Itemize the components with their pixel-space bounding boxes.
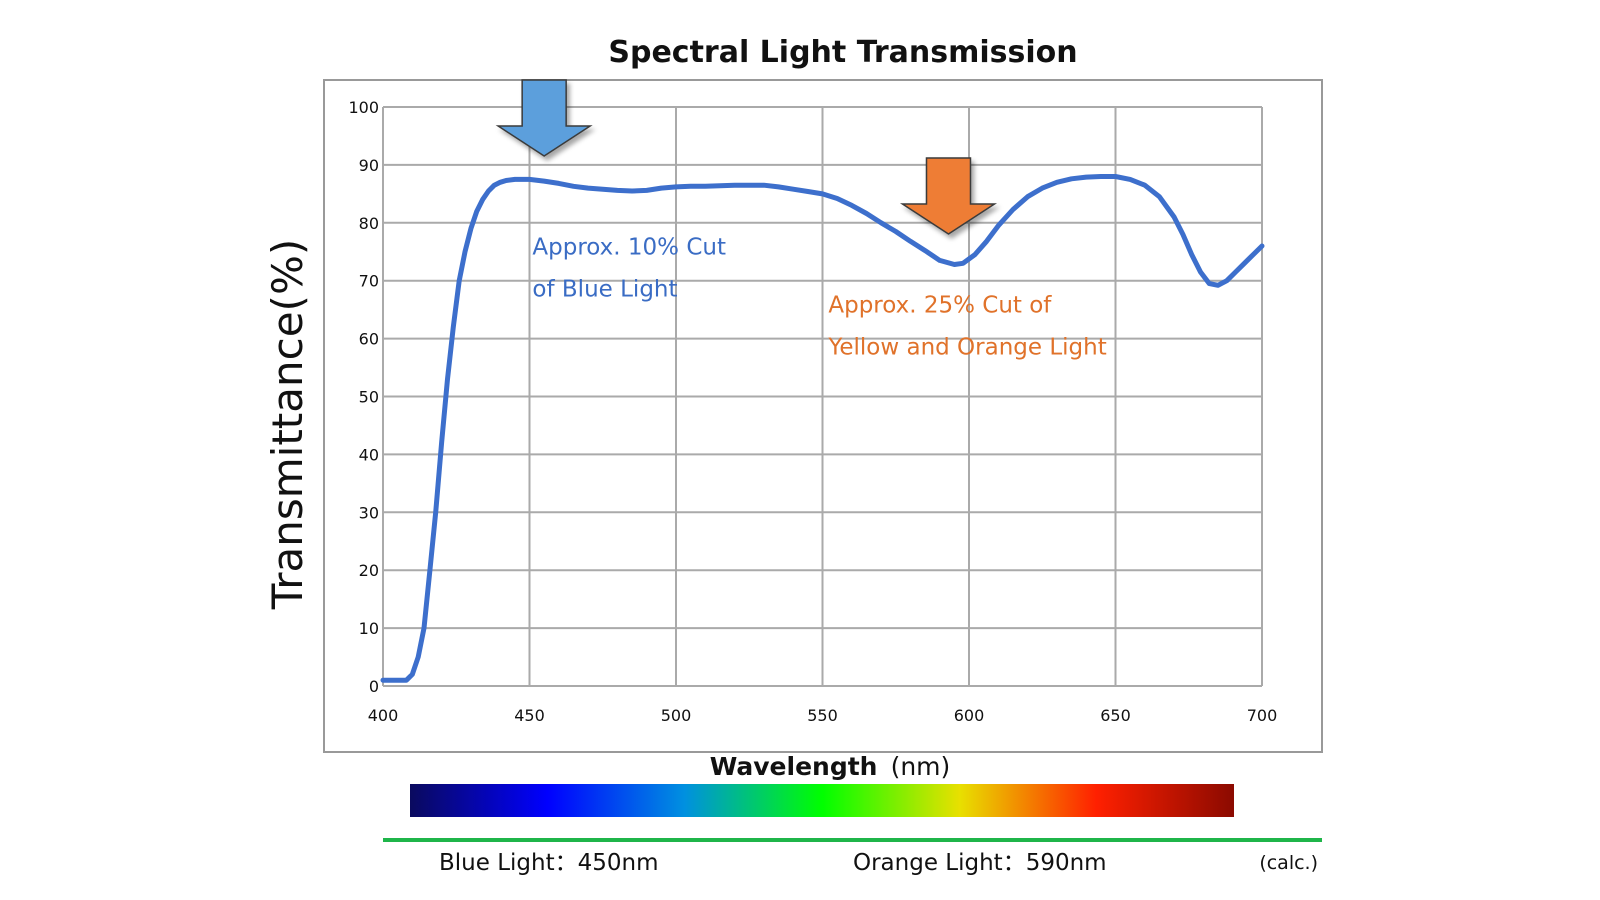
annotation-2-line-2: Yellow and Orange Light — [827, 335, 1106, 361]
x-axis-label-unit: (nm) — [891, 752, 951, 781]
footer-blue-light: Blue Light：450nm — [439, 850, 659, 876]
x-tick-labels: 400 450 500 550 600 650 700 — [368, 706, 1278, 725]
x-tick-label: 650 — [1100, 706, 1131, 725]
y-tick-label: 70 — [359, 272, 379, 291]
grid — [382, 106, 1263, 687]
x-axis-label: Wavelength (nm) — [710, 752, 951, 781]
y-tick-label: 60 — [359, 330, 379, 349]
y-tick-label: 90 — [359, 156, 379, 175]
orange-arrow-icon — [899, 157, 998, 235]
footer-calc-note: (calc.) — [1259, 852, 1318, 874]
x-tick-label: 450 — [514, 706, 545, 725]
transmittance-series-line — [380, 174, 1265, 683]
annotations: Approx. 10% Cut of Blue Light Approx. 25% … — [532, 235, 1106, 361]
y-tick-label: 80 — [359, 214, 379, 233]
annotation-1-line-1: Approx. 10% Cut — [532, 235, 726, 261]
x-tick-label: 400 — [368, 706, 399, 725]
annotation-1-line-2: of Blue Light — [532, 277, 677, 303]
arrow-markers — [495, 79, 998, 235]
x-tick-label: 600 — [954, 706, 985, 725]
chart-frame — [323, 79, 1323, 753]
y-tick-label: 0 — [369, 677, 379, 696]
y-tick-label: 100 — [348, 98, 379, 117]
y-axis-label: Transmittance(%) — [263, 239, 312, 610]
annotation-2-line-1: Approx. 25% Cut of — [828, 293, 1052, 319]
footer-orange-light: Orange Light：590nm — [853, 850, 1107, 876]
y-tick-label: 50 — [359, 388, 379, 407]
y-tick-label: 10 — [359, 619, 379, 638]
x-tick-label: 500 — [661, 706, 692, 725]
x-tick-label: 550 — [807, 706, 838, 725]
x-axis-label-text: Wavelength — [710, 752, 878, 781]
blue-arrow-icon — [495, 79, 593, 157]
y-tick-label: 20 — [359, 561, 379, 580]
y-tick-label: 30 — [359, 503, 379, 522]
y-tick-label: 40 — [359, 445, 379, 464]
chart-title: Spectral Light Transmission — [608, 35, 1077, 70]
y-tick-labels: 0 10 20 30 40 50 60 70 80 90 100 — [348, 98, 379, 696]
spectrum-bar — [410, 784, 1234, 817]
x-tick-label: 700 — [1247, 706, 1278, 725]
